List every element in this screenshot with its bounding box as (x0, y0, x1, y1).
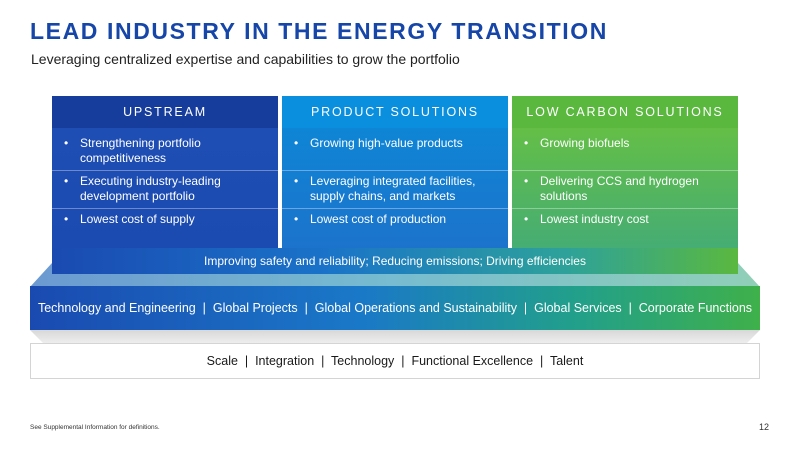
pillar-product-solutions: PRODUCT SOLUTIONS • Growing high-value pr… (282, 96, 508, 274)
page-number: 12 (758, 422, 769, 432)
list-item: • Growing biofuels (512, 133, 738, 171)
slide-title: LEAD INDUSTRY IN THE ENERGY TRANSITION (30, 18, 608, 44)
pillars: UPSTREAM • Strengthening portfolio compet… (52, 96, 738, 274)
bullet: • (64, 136, 69, 150)
foundation-layer: Scale | Integration | Technology | Funct… (30, 343, 760, 379)
list-item-text: Growing biofuels (540, 136, 630, 150)
foundation-layer-text: Scale | Integration | Technology | Funct… (206, 354, 584, 368)
bullet: • (64, 174, 69, 188)
list-item: • Lowest cost of supply (52, 209, 278, 247)
list-item: • Executing industry-leading development … (52, 171, 278, 209)
cross-pillar-strip: Improving safety and reliability; Reduci… (52, 248, 738, 274)
list-item-text: Lowest cost of supply (80, 212, 195, 226)
foundation-bevel (30, 330, 760, 344)
list-item-text: Strengthening portfolio competitiveness (80, 136, 201, 165)
list-item: • Lowest industry cost (512, 209, 738, 247)
footnote: See Supplemental Information for definit… (30, 424, 160, 431)
pillar-items: • Growing high-value products • Leveraging… (282, 133, 508, 247)
list-item-text: Executing industry-leading development p… (80, 174, 221, 203)
list-item: • Delivering CCS and hydrogen solutions (512, 171, 738, 209)
pillar-low-carbon-solutions: LOW CARBON SOLUTIONS • Growing biofuels •… (512, 96, 738, 274)
functions-layer: Technology and Engineering | Global Proj… (30, 286, 760, 330)
bullet: • (524, 136, 529, 150)
list-item-text: Delivering CCS and hydrogen solutions (540, 174, 699, 203)
pillar-heading: LOW CARBON SOLUTIONS (512, 96, 738, 128)
slide-subtitle: Leveraging centralized expertise and cap… (31, 51, 460, 67)
list-item-text: Lowest cost of production (310, 212, 447, 226)
bullet: • (64, 212, 69, 226)
list-item: • Growing high-value products (282, 133, 508, 171)
pillar-heading: PRODUCT SOLUTIONS (282, 96, 508, 128)
list-item-text: Leveraging integrated facilities, supply… (310, 174, 476, 203)
list-item-text: Growing high-value products (310, 136, 463, 150)
pillar-upstream: UPSTREAM • Strengthening portfolio compet… (52, 96, 278, 274)
functions-layer-text: Technology and Engineering | Global Proj… (37, 301, 753, 315)
bullet: • (294, 136, 299, 150)
bullet: • (524, 212, 529, 226)
list-item-text: Lowest industry cost (540, 212, 649, 226)
pillar-items: • Growing biofuels • Delivering CCS and hy… (512, 133, 738, 247)
pillar-heading: UPSTREAM (52, 96, 278, 128)
list-item: • Strengthening portfolio competitiveness (52, 133, 278, 171)
bullet: • (294, 174, 299, 188)
list-item: • Leveraging integrated facilities, suppl… (282, 171, 508, 209)
pillar-items: • Strengthening portfolio competitiveness… (52, 133, 278, 247)
bullet: • (524, 174, 529, 188)
list-item: • Lowest cost of production (282, 209, 508, 247)
bullet: • (294, 212, 299, 226)
